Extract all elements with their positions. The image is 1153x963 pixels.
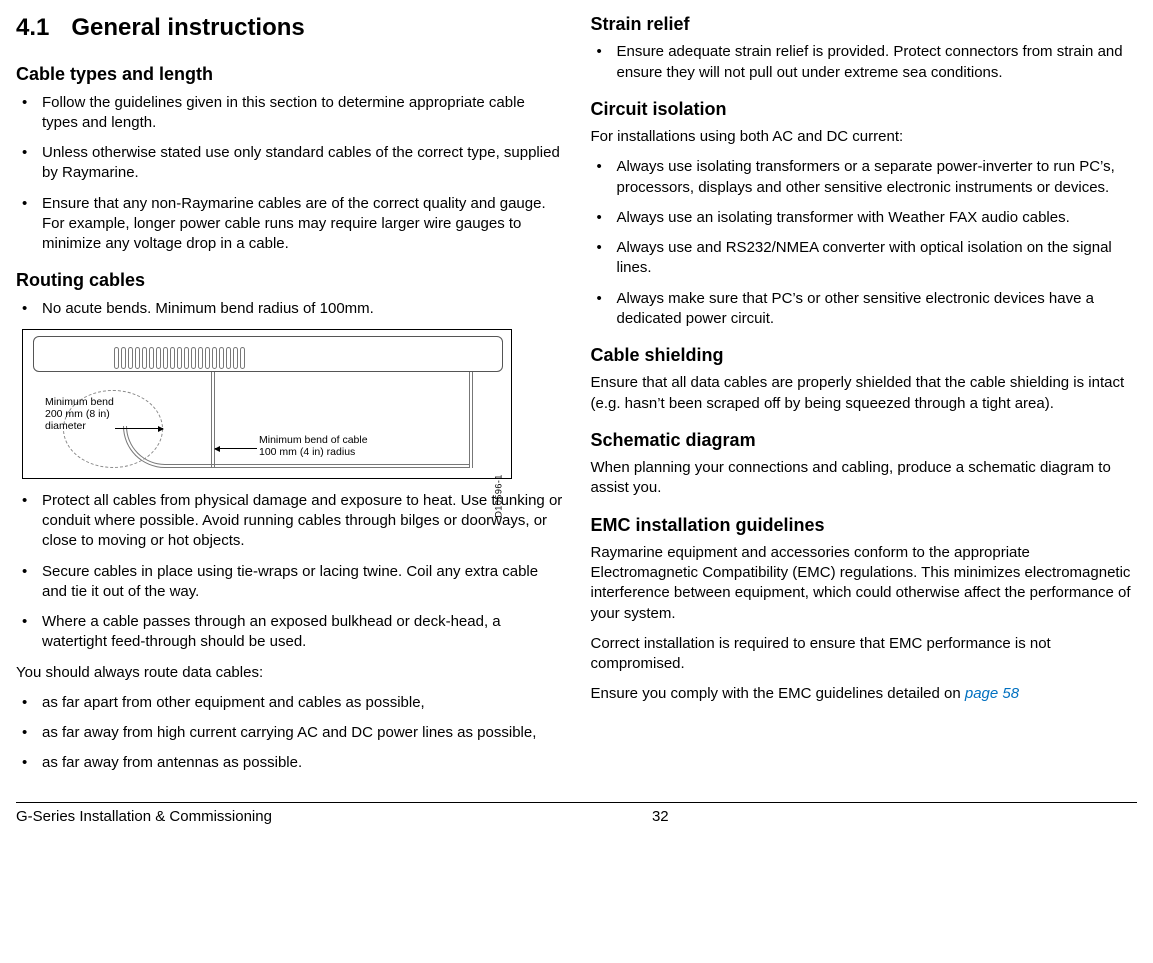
list-routing-data: as far apart from other equipment and ca…	[16, 693, 563, 774]
list-item: Unless otherwise stated use only standar…	[16, 143, 563, 184]
list-item: Follow the guidelines given in this sect…	[16, 93, 563, 134]
list-item: as far apart from other equipment and ca…	[16, 693, 563, 713]
list-item: as far away from antennas as possible.	[16, 753, 563, 773]
circuit-intro: For installations using both AC and DC c…	[591, 127, 1138, 147]
diagram-label-left: Minimum bend 200 mm (8 in) diameter	[45, 396, 114, 432]
list-item: Always make sure that PC’s or other sens…	[591, 289, 1138, 330]
list-strain: Ensure adequate strain relief is provide…	[591, 42, 1138, 83]
list-item: No acute bends. Minimum bend radius of 1…	[16, 299, 563, 319]
list-item: Ensure adequate strain relief is provide…	[591, 42, 1138, 83]
shield-para: Ensure that all data cables are properly…	[591, 373, 1138, 414]
device-outline	[33, 336, 503, 372]
heading-schematic: Schematic diagram	[591, 428, 1138, 452]
page-58-link[interactable]: page 58	[965, 685, 1019, 702]
section-number: 4.1	[16, 14, 49, 41]
footer-page-number: 32	[652, 807, 669, 827]
right-column: Strain relief Ensure adequate strain rel…	[591, 12, 1138, 784]
bend-radius-diagram: Minimum bend 200 mm (8 in) diameter Mini…	[22, 329, 512, 479]
list-item: Where a cable passes through an exposed …	[16, 612, 563, 653]
cable-right	[469, 372, 473, 468]
list-routing: Protect all cables from physical damage …	[16, 491, 563, 653]
list-item: Always use and RS232/NMEA converter with…	[591, 238, 1138, 279]
arrow-left	[115, 428, 163, 429]
page-footer: G-Series Installation & Commissioning 32	[16, 802, 1137, 827]
section-title: General instructions	[71, 14, 304, 41]
heading-cable-types: Cable types and length	[16, 62, 563, 86]
list-item: Secure cables in place using tie-wraps o…	[16, 562, 563, 603]
emc-para-2: Correct installation is required to ensu…	[591, 634, 1138, 675]
list-item: Always use isolating transformers or a s…	[591, 157, 1138, 198]
list-item: as far away from high current carrying A…	[16, 723, 563, 743]
list-item: Always use an isolating transformer with…	[591, 208, 1138, 228]
heading-strain: Strain relief	[591, 12, 1138, 36]
page-body: 4.1 General instructions Cable types and …	[16, 12, 1137, 784]
emc-para-3: Ensure you comply with the EMC guideline…	[591, 684, 1138, 704]
left-column: 4.1 General instructions Cable types and …	[16, 12, 563, 784]
cable-bottom	[211, 464, 469, 468]
emc-para-1: Raymarine equipment and accessories conf…	[591, 543, 1138, 624]
section-heading: 4.1 General instructions	[16, 12, 563, 44]
diagram-label-right: Minimum bend of cable 100 mm (4 in) radi…	[259, 434, 368, 458]
heading-emc: EMC installation guidelines	[591, 513, 1138, 537]
schematic-para: When planning your connections and cabli…	[591, 458, 1138, 499]
list-cable-types: Follow the guidelines given in this sect…	[16, 93, 563, 255]
heading-circuit: Circuit isolation	[591, 97, 1138, 121]
list-circuit: Always use isolating transformers or a s…	[591, 157, 1138, 329]
arrow-right	[215, 448, 257, 449]
heading-routing: Routing cables	[16, 268, 563, 292]
heading-shield: Cable shielding	[591, 343, 1138, 367]
device-grille	[114, 347, 324, 375]
list-item: Ensure that any non-Raymarine cables are…	[16, 194, 563, 255]
emc-para-3-text: Ensure you comply with the EMC guideline…	[591, 685, 965, 702]
footer-doc-title: G-Series Installation & Commissioning	[16, 807, 272, 827]
list-item: Protect all cables from physical damage …	[16, 491, 563, 552]
routing-data-intro: You should always route data cables:	[16, 663, 563, 683]
list-routing-intro: No acute bends. Minimum bend radius of 1…	[16, 299, 563, 319]
